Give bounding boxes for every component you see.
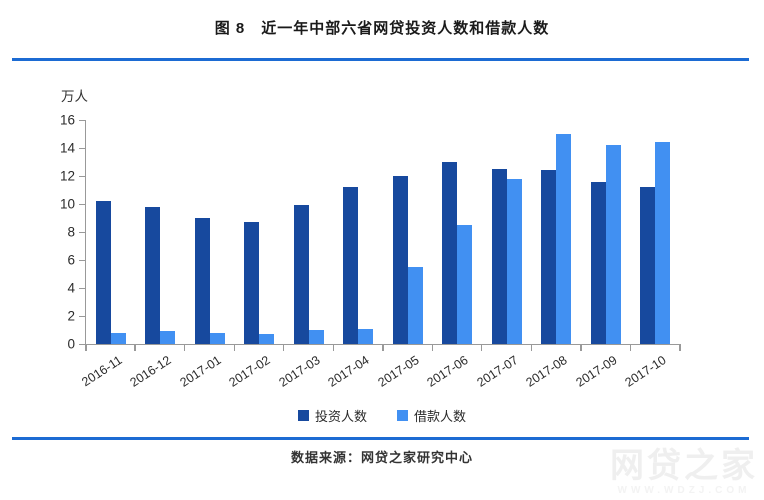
bar-group [433, 120, 483, 344]
top-divider-line [12, 58, 749, 61]
legend-label: 投资人数 [314, 409, 367, 424]
bar-group [631, 120, 681, 344]
bar-investors [442, 162, 458, 344]
x-axis-tick [530, 344, 532, 351]
bar-investors [392, 176, 408, 344]
x-axis-tick [233, 344, 235, 351]
bar-group [532, 120, 582, 344]
chart-legend: 投资人数 借款人数 [0, 406, 764, 425]
x-axis-tick [183, 344, 186, 351]
bar-borrowers [457, 225, 473, 344]
watermark-url-text: WWW.WDZJ.COM [617, 485, 751, 496]
bar-group [185, 120, 235, 344]
bar-investors [95, 201, 111, 344]
x-axis-tick [134, 344, 136, 351]
y-axis-tick [79, 119, 86, 121]
y-axis-tick [79, 231, 86, 233]
bar-borrowers [556, 134, 572, 344]
x-axis-tick [382, 344, 384, 351]
x-axis-tick [431, 344, 433, 351]
y-axis-tick [79, 287, 86, 289]
y-axis-tick-label: 2 [67, 308, 75, 324]
watermark-logo-text: 网贷之家 [610, 446, 758, 485]
y-axis-tick-label: 16 [59, 112, 75, 128]
bar-borrowers [259, 334, 275, 344]
bottom-divider-line [12, 437, 749, 440]
x-axis-tick [580, 344, 582, 351]
bar-borrowers [655, 142, 671, 344]
x-axis-tick [480, 344, 483, 351]
legend-label: 借款人数 [414, 409, 467, 424]
y-axis-tick [79, 343, 86, 345]
bar-investors [244, 222, 260, 344]
bar-group [136, 120, 186, 344]
bar-investors [640, 187, 656, 344]
brand-watermark: 网贷之家 WWW.WDZJ.COM [610, 446, 758, 496]
bar-borrowers [605, 145, 621, 344]
bar-investors [541, 170, 557, 344]
bar-borrowers [358, 328, 374, 344]
bar-borrowers [506, 178, 522, 344]
bar-borrowers [209, 332, 225, 344]
y-axis-unit-label: 万人 [61, 89, 88, 104]
x-axis-tick [629, 344, 631, 351]
legend-swatch-icon [297, 410, 309, 421]
bar-group [86, 120, 136, 344]
y-axis-tick-label: 12 [59, 168, 75, 184]
x-axis-tick [282, 344, 285, 351]
legend-swatch-icon [397, 410, 408, 421]
plot-area: 0 2 4 6 8 10 12 14 16 2016-11 2016-12 2017-01 2017-0… [60, 113, 681, 390]
bar-investors [293, 205, 309, 344]
y-axis-tick-label: 0 [67, 336, 75, 352]
bar-borrowers [110, 332, 126, 344]
y-axis-tick [79, 203, 86, 205]
bar-group [482, 120, 532, 344]
y-axis-tick [79, 175, 86, 177]
bar-investors [194, 218, 210, 344]
bar-investors [491, 169, 507, 344]
legend-item-investors: 投资人数 [297, 406, 367, 425]
y-axis-tick-label: 8 [67, 224, 75, 240]
bar-group [334, 120, 384, 344]
x-axis-tick [679, 344, 681, 351]
bar-group [235, 120, 285, 344]
y-axis-tick [79, 315, 86, 317]
y-axis-tick-label: 14 [59, 140, 75, 156]
y-axis-tick [79, 147, 86, 149]
bar-borrowers [160, 331, 176, 344]
bar-borrowers [407, 267, 423, 344]
y-axis-tick [79, 259, 86, 261]
legend-item-borrowers: 借款人数 [397, 406, 466, 425]
bar-borrowers [308, 330, 324, 344]
y-axis-tick-label: 4 [67, 280, 75, 296]
bar-investors [343, 187, 359, 344]
data-source-text: 数据来源：网贷之家研究中心 [290, 450, 473, 465]
chart-title: 图 8 近一年中部六省网贷投资人数和借款人数 [214, 20, 550, 37]
bar-group [383, 120, 433, 344]
y-axis-tick-label: 10 [59, 196, 75, 212]
bar-investors [590, 181, 606, 344]
bar-investors [145, 206, 161, 344]
y-axis-tick-label: 6 [67, 252, 75, 268]
bar-group [581, 120, 631, 344]
x-axis-tick [85, 344, 87, 351]
x-axis-tick [332, 344, 334, 351]
bar-group [284, 120, 334, 344]
